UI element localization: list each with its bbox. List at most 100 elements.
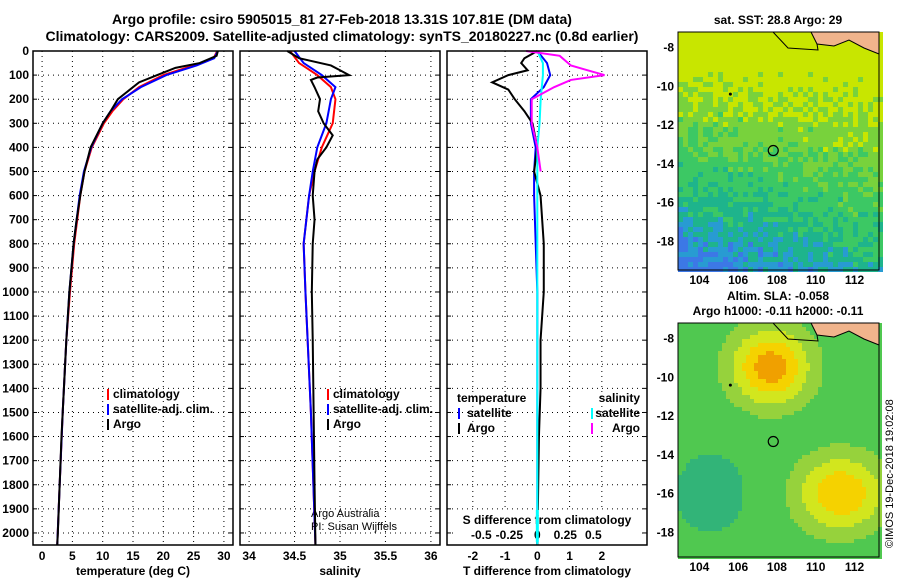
map-cell xyxy=(786,507,790,511)
map-cell xyxy=(742,503,746,507)
map-cell xyxy=(734,447,738,451)
map-cell xyxy=(774,323,778,327)
map-cell xyxy=(722,327,726,331)
map-cell xyxy=(710,483,714,487)
map-cell xyxy=(708,257,713,262)
map-cell xyxy=(748,177,753,182)
map-cell xyxy=(828,252,833,257)
map-cell xyxy=(878,339,882,343)
map-cell xyxy=(853,102,858,107)
map-cell xyxy=(838,237,843,242)
map-cell xyxy=(678,471,682,475)
map-cell xyxy=(868,102,873,107)
map-cell xyxy=(878,427,882,431)
map-cell xyxy=(830,463,834,467)
map-cell xyxy=(742,495,746,499)
map-cell xyxy=(703,247,708,252)
map-cell xyxy=(834,503,838,507)
map-cell xyxy=(874,379,878,383)
map-cell xyxy=(728,242,733,247)
map-cell xyxy=(733,87,738,92)
map-cell xyxy=(833,197,838,202)
map-cell xyxy=(722,515,726,519)
map-cell xyxy=(866,479,870,483)
map-cell xyxy=(742,523,746,527)
map-cell xyxy=(818,62,823,67)
map-cell xyxy=(678,347,682,351)
map-cell xyxy=(806,467,810,471)
map-cell xyxy=(843,47,848,52)
map-cell xyxy=(722,459,726,463)
map-cell xyxy=(774,503,778,507)
map-cell xyxy=(823,142,828,147)
map-cell xyxy=(813,182,818,187)
map-cell xyxy=(778,471,782,475)
map-cell xyxy=(750,415,754,419)
map-cell xyxy=(766,459,770,463)
map-cell xyxy=(708,172,713,177)
map-cell xyxy=(702,463,706,467)
map-cell xyxy=(802,359,806,363)
map-cell xyxy=(766,431,770,435)
map-cell xyxy=(708,142,713,147)
map-cell xyxy=(833,62,838,67)
map-cell xyxy=(834,415,838,419)
map-cell xyxy=(726,367,730,371)
map-cell xyxy=(743,247,748,252)
map-cell xyxy=(690,499,694,503)
map-cell xyxy=(714,327,718,331)
map-cell xyxy=(826,491,830,495)
map-cell xyxy=(694,483,698,487)
map-cell xyxy=(802,479,806,483)
map-cell xyxy=(694,447,698,451)
map-cell xyxy=(873,117,878,122)
map-cell xyxy=(748,142,753,147)
map-cell xyxy=(818,447,822,451)
map-cell xyxy=(773,227,778,232)
map-cell xyxy=(743,227,748,232)
map-cell xyxy=(854,371,858,375)
map-cell xyxy=(758,527,762,531)
map-cell xyxy=(726,463,730,467)
map-cell xyxy=(723,47,728,52)
map-cell xyxy=(778,82,783,87)
map-cell xyxy=(848,197,853,202)
map-cell xyxy=(722,335,726,339)
map-cell xyxy=(793,242,798,247)
map-cell xyxy=(810,407,814,411)
map-cell xyxy=(690,379,694,383)
map-cell xyxy=(873,142,878,147)
map-cell xyxy=(738,431,742,435)
map-cell xyxy=(703,167,708,172)
map-cell xyxy=(873,177,878,182)
map-cell xyxy=(694,479,698,483)
map-cell xyxy=(708,67,713,72)
map-cell xyxy=(862,359,866,363)
map-cell xyxy=(838,511,842,515)
map-cell xyxy=(723,212,728,217)
map-cell xyxy=(858,407,862,411)
map-cell xyxy=(854,491,858,495)
map-cell xyxy=(770,375,774,379)
map-cell xyxy=(726,455,730,459)
map-cell xyxy=(773,247,778,252)
map-cell xyxy=(858,475,862,479)
map-cell xyxy=(786,503,790,507)
map-cell xyxy=(706,483,710,487)
map-cell xyxy=(798,182,803,187)
map-cell xyxy=(846,503,850,507)
map-cell xyxy=(862,443,866,447)
map-cell xyxy=(808,112,813,117)
map-cell xyxy=(770,427,774,431)
map-cell xyxy=(798,262,803,267)
map-cell xyxy=(694,455,698,459)
map-cell xyxy=(753,122,758,127)
map-cell xyxy=(774,523,778,527)
map-cell xyxy=(862,411,866,415)
map-cell xyxy=(738,137,743,142)
map-cell xyxy=(733,212,738,217)
map-cell xyxy=(808,152,813,157)
map-cell xyxy=(843,97,848,102)
map-cell xyxy=(698,87,703,92)
map-cell xyxy=(850,527,854,531)
